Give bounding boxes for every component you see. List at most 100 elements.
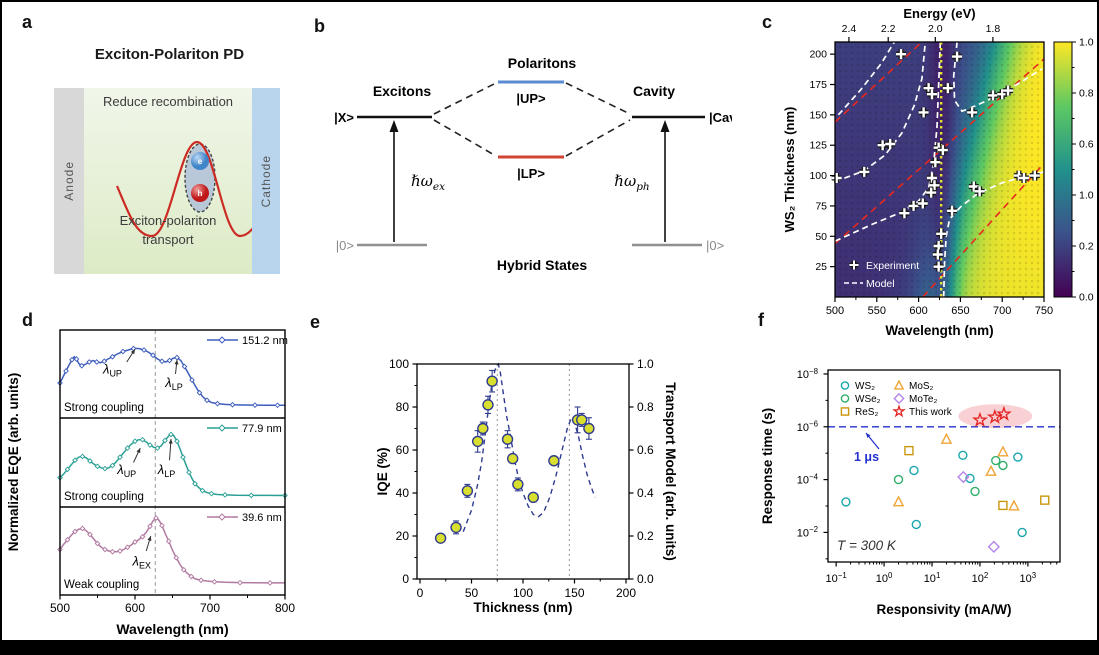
cav-state-label: |Cav> bbox=[709, 110, 732, 125]
colorbar bbox=[1053, 41, 1073, 298]
svg-text:0.8: 0.8 bbox=[637, 400, 654, 414]
series-legend-label: 151.2 nm bbox=[242, 335, 288, 347]
transport-model-curve bbox=[462, 362, 596, 532]
iqe-data-points bbox=[434, 369, 595, 544]
panel-a-title: Exciton-Polariton PD bbox=[94, 46, 245, 63]
panel-e: e 0 50 100 150 200 0 20 40 60 80 100 0.0 0.2 0.4 0.6 0.… bbox=[292, 307, 702, 652]
lambda-annotation: λUP bbox=[102, 361, 122, 378]
iqe-frame bbox=[416, 363, 630, 580]
lambda-annotation: λLP bbox=[157, 462, 175, 479]
electron-ball bbox=[191, 152, 209, 170]
svg-text:10−1: 10−1 bbox=[826, 571, 848, 585]
series-mote bbox=[957, 470, 1001, 553]
excitation-arrows bbox=[393, 128, 666, 242]
thickness-axis-title: WS₂ Thickness (nm) bbox=[782, 107, 797, 233]
eqe-axis-title: Normalized EQE (arb. units) bbox=[6, 373, 21, 552]
colorbar-tick-label: 0.8 bbox=[1079, 88, 1094, 100]
spectra-frame bbox=[59, 329, 286, 596]
legend-entry-label: ReS₂ bbox=[855, 407, 878, 418]
svg-text:600: 600 bbox=[125, 601, 145, 615]
coupling-dashed-lines bbox=[433, 82, 631, 157]
panel-d-label: d bbox=[22, 310, 33, 330]
colorbar-tick-label: 0.2 bbox=[1079, 241, 1094, 253]
svg-text:0.2: 0.2 bbox=[637, 529, 654, 543]
lambda-annotation: λUP bbox=[116, 462, 136, 479]
heatmap-axes-overlay: 2.4 2.2 2.0 1.8 Energy (eV) 500 550 600 650 700 75… bbox=[782, 6, 1094, 338]
svg-text:500: 500 bbox=[826, 305, 844, 317]
colorbar-tick-label: 1.0 bbox=[1079, 190, 1094, 202]
legend-entry-label: MoTe₂ bbox=[909, 394, 937, 405]
legend-entry-label: This work bbox=[909, 407, 953, 418]
panel-b: b Excitons Polaritons Cavity |X> |UP> |L… bbox=[302, 2, 744, 302]
cathode-label: Cathode bbox=[259, 154, 273, 208]
svg-text:20: 20 bbox=[396, 529, 410, 543]
eqe-series-2: 77.9 nm λUP λLP Strong coupling bbox=[57, 423, 288, 503]
coupling-regime-label: Weak coupling bbox=[64, 579, 139, 591]
svg-text:600: 600 bbox=[909, 305, 927, 317]
svg-text:101: 101 bbox=[924, 571, 941, 585]
heatmap-legend: Experiment Model bbox=[844, 260, 919, 290]
svg-text:80: 80 bbox=[396, 400, 410, 414]
series-thiswork bbox=[971, 405, 1012, 427]
hole-label: h bbox=[198, 189, 203, 198]
hole-ball bbox=[191, 184, 209, 202]
bottom-black-bar bbox=[2, 640, 1097, 653]
svg-text:100: 100 bbox=[513, 586, 533, 600]
arrowhead-right bbox=[660, 120, 670, 132]
reduce-recombination-text: Reduce recombination bbox=[102, 94, 234, 109]
svg-text:700: 700 bbox=[993, 305, 1011, 317]
thickness-axis-title: Thickness (nm) bbox=[473, 600, 572, 615]
svg-text:25: 25 bbox=[815, 261, 827, 273]
coupling-regime-label: Strong coupling bbox=[64, 402, 144, 414]
panel-f-label: f bbox=[758, 310, 764, 330]
svg-text:100: 100 bbox=[876, 571, 893, 585]
omega-ex-label: ℏωex bbox=[411, 172, 445, 193]
hybrid-states-label: Hybrid States bbox=[497, 257, 587, 273]
series-legend-label: 77.9 nm bbox=[242, 423, 282, 435]
transport-text-line2: transport bbox=[142, 231, 194, 247]
svg-text:1.8: 1.8 bbox=[986, 23, 1001, 35]
eqe-series-3: 39.6 nm λEX Weak coupling bbox=[57, 512, 285, 591]
svg-text:0.4: 0.4 bbox=[637, 486, 654, 500]
panel-b-label: b bbox=[314, 16, 325, 36]
lambda-annotation: λEX bbox=[132, 553, 151, 570]
wavelength-axis-title: Wavelength (nm) bbox=[885, 323, 993, 338]
svg-text:100: 100 bbox=[389, 357, 409, 371]
svg-text:40: 40 bbox=[396, 486, 410, 500]
svg-text:75: 75 bbox=[815, 200, 827, 212]
lp-state-label: |LP> bbox=[517, 166, 545, 181]
svg-text:2.0: 2.0 bbox=[928, 23, 943, 35]
zero-left-label: |0> bbox=[336, 238, 354, 253]
svg-text:0.0: 0.0 bbox=[637, 572, 654, 586]
legend-entry-label: WS₂ bbox=[855, 381, 875, 392]
series-mos bbox=[892, 432, 1020, 511]
panel-d: d 151.2 nm λUP λLP Strong coupling 77.9 nm λU… bbox=[2, 302, 332, 652]
response-axes: 10−1 100 101 102 103 10−8 10−6 10−4 10−2 Responsi… bbox=[760, 367, 1058, 617]
series-ws bbox=[841, 450, 1027, 538]
svg-text:700: 700 bbox=[200, 601, 220, 615]
responsivity-axis-title: Responsivity (mA/W) bbox=[876, 602, 1011, 617]
coupling-regime-label: Strong coupling bbox=[64, 491, 144, 503]
svg-text:550: 550 bbox=[868, 305, 886, 317]
svg-text:2.4: 2.4 bbox=[842, 23, 857, 35]
polariton-wave-drawing: eh bbox=[115, 140, 252, 238]
legend-experiment-label: Experiment bbox=[866, 260, 919, 272]
svg-text:800: 800 bbox=[275, 601, 295, 615]
legend-model-label: Model bbox=[866, 278, 895, 290]
svg-text:200: 200 bbox=[616, 586, 636, 600]
legend-entry-label: WSe₂ bbox=[855, 394, 881, 405]
panel-f: f 1 μs 10−1 100 101 102 103 10−8 10−6 10−4 10−2 Re… bbox=[742, 302, 1097, 652]
heatmap-axes: 2.4 2.2 2.0 1.8 Energy (eV) 500 550 600 650 700 75… bbox=[782, 6, 1053, 338]
panel-a: a Exciton-Polariton PD Anode Reduce reco… bbox=[2, 2, 302, 302]
eqe-spectra-chart: 151.2 nm λUP λLP Strong coupling 77.9 nm λUP λ… bbox=[6, 329, 295, 637]
x-state-label: |X> bbox=[334, 110, 354, 125]
svg-text:650: 650 bbox=[951, 305, 969, 317]
omega-ph-label: ℏωph bbox=[614, 172, 649, 193]
anode-region: Anode bbox=[54, 88, 84, 274]
svg-text:150: 150 bbox=[809, 109, 827, 121]
series-legend-label: 39.6 nm bbox=[242, 512, 282, 524]
response-time-axis-title: Response time (s) bbox=[760, 408, 775, 524]
svg-text:10−8: 10−8 bbox=[797, 367, 819, 381]
electron-label: e bbox=[198, 157, 203, 166]
eqe-series-1: 151.2 nm λUP λLP Strong coupling bbox=[57, 335, 288, 414]
